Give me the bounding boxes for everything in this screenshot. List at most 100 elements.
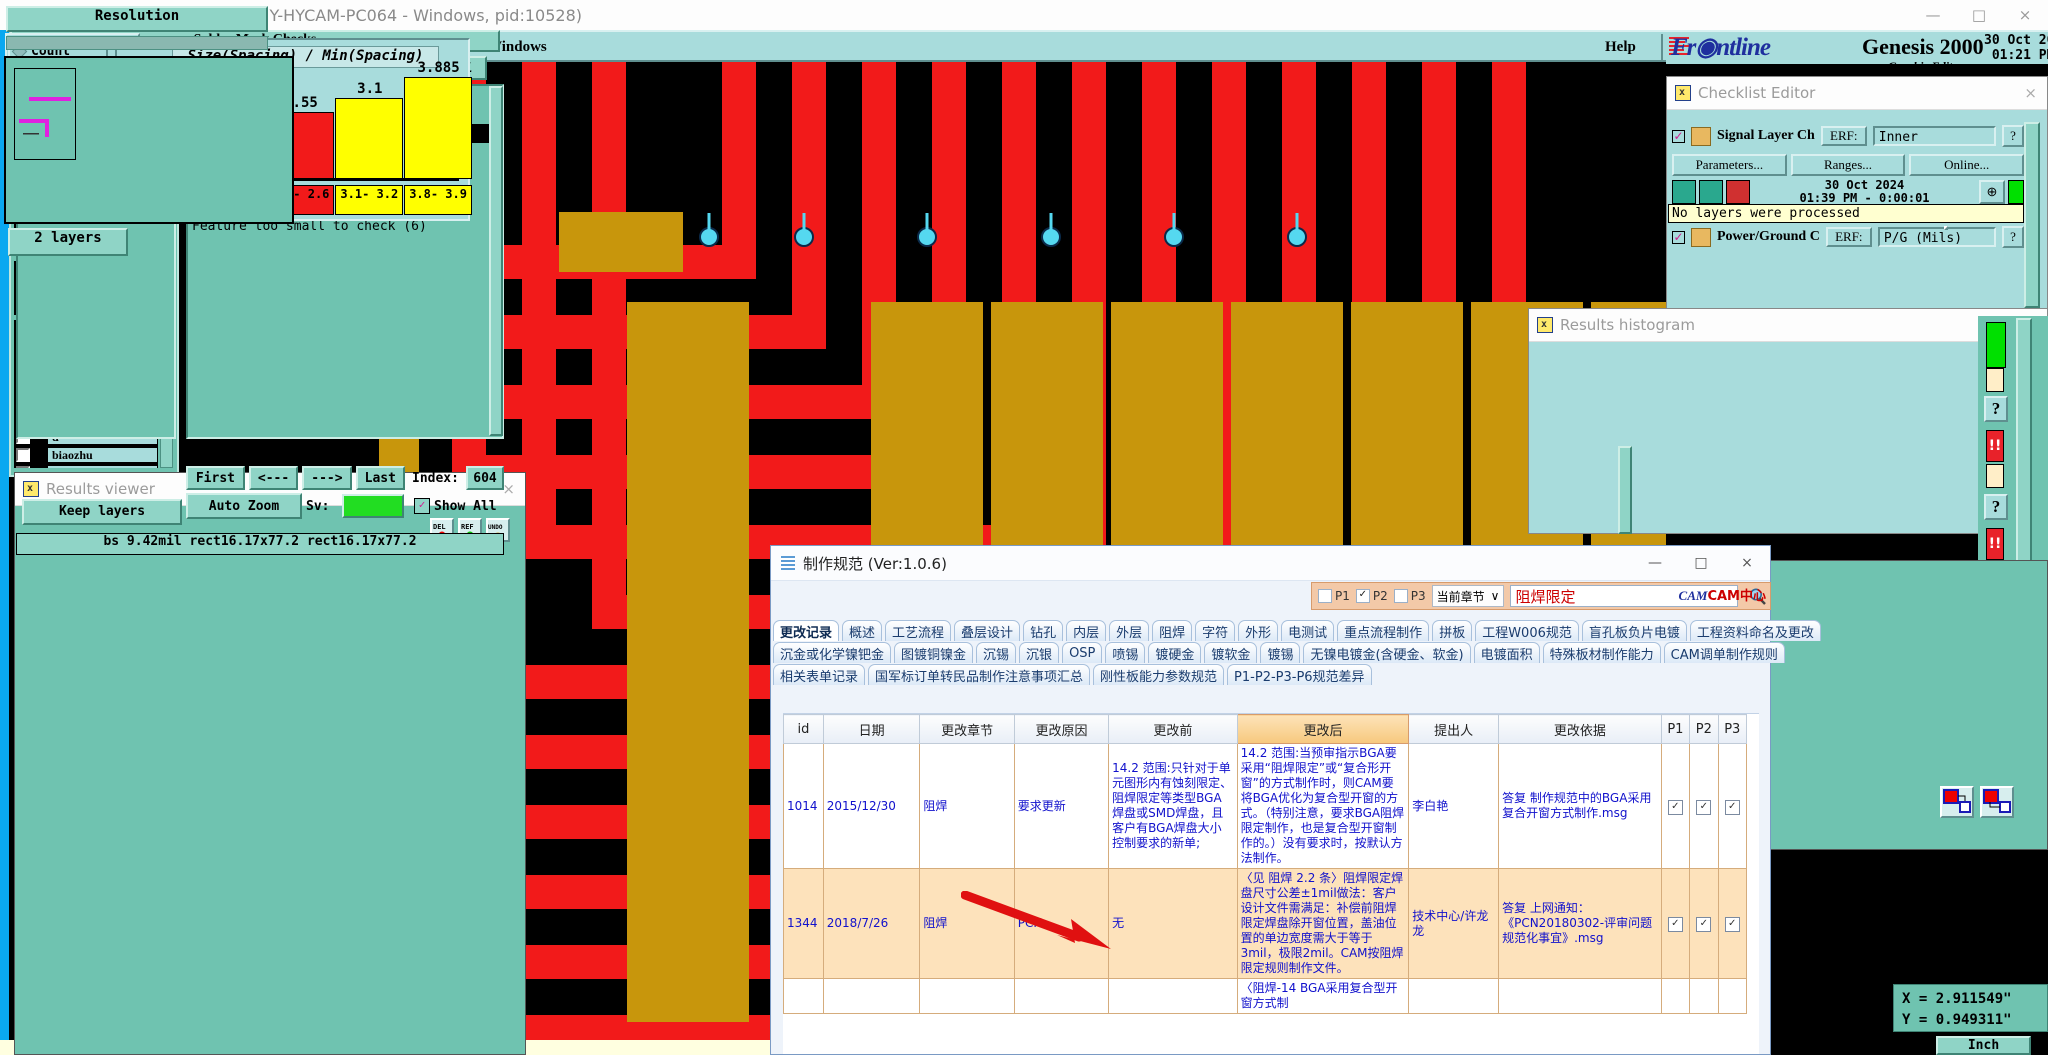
spec-tab[interactable]: 内层 bbox=[1066, 620, 1107, 641]
table-column-header[interactable]: P3 bbox=[1717, 714, 1748, 744]
checkmark-icon[interactable]: ✓ bbox=[1696, 917, 1712, 932]
spec-tab[interactable]: 特殊板材制作能力 bbox=[1542, 642, 1661, 663]
erf-value-1[interactable]: Inner bbox=[1872, 126, 1996, 146]
menu-windows[interactable]: Windows bbox=[487, 39, 547, 55]
table-column-header[interactable]: id bbox=[783, 714, 824, 744]
spec-maximize-button[interactable]: □ bbox=[1694, 555, 1708, 571]
spec-tab[interactable]: 阻焊 bbox=[1152, 620, 1193, 641]
layer-row-to.d[interactable]: to.d bbox=[14, 464, 158, 468]
table-column-header[interactable]: 日期 bbox=[822, 714, 921, 744]
menu-help[interactable]: Help bbox=[1605, 39, 1636, 55]
checklist-close-icon[interactable]: × bbox=[2024, 84, 2037, 102]
copy-to-icon-button[interactable] bbox=[1940, 786, 1974, 818]
help-icon-2[interactable]: ? bbox=[2002, 226, 2024, 248]
scope-dropdown[interactable]: 当前章节 ∨ bbox=[1431, 585, 1505, 607]
layer-row-biaozhu[interactable]: biaozhu bbox=[14, 446, 158, 464]
search-icon[interactable] bbox=[1744, 584, 1770, 608]
table-column-header[interactable]: 更改前 bbox=[1108, 714, 1238, 744]
copy-from-icon-button[interactable] bbox=[1980, 786, 2014, 818]
spec-tab[interactable]: 叠层设计 bbox=[954, 620, 1021, 641]
cell-p1[interactable]: ✓ bbox=[1660, 743, 1691, 869]
spec-tab[interactable]: P1-P2-P3-P6规范差异 bbox=[1227, 664, 1372, 685]
first-button[interactable]: First bbox=[186, 466, 245, 490]
cell-p3[interactable]: ✓ bbox=[1717, 868, 1748, 979]
histogram-field-scrollbar[interactable] bbox=[1618, 446, 1632, 534]
sv-color-swatch[interactable] bbox=[342, 494, 404, 518]
table-column-header[interactable]: 更改依据 bbox=[1498, 714, 1662, 744]
stop-icon[interactable] bbox=[1726, 180, 1750, 204]
spec-tab[interactable]: 沉锡 bbox=[976, 642, 1017, 663]
run-all-icon[interactable] bbox=[1672, 180, 1696, 204]
checkmark-icon[interactable]: ✓ bbox=[1696, 799, 1712, 815]
spec-tab[interactable]: 重点流程制作 bbox=[1337, 620, 1430, 641]
resolution-slider[interactable] bbox=[6, 36, 268, 50]
checklist-item-2-checkbox[interactable]: ✓ bbox=[1672, 229, 1685, 244]
spec-tab[interactable]: 拼板 bbox=[1432, 620, 1473, 641]
prev-button[interactable]: <--- bbox=[248, 466, 299, 490]
spec-tab[interactable]: 工艺流程 bbox=[885, 620, 952, 641]
checkmark-icon[interactable]: ✓ bbox=[1667, 917, 1683, 932]
warning-icon-2[interactable]: !! bbox=[1986, 528, 2004, 560]
table-row[interactable]: 〈阻焊-14 BGA采用复合型开窗方式制 bbox=[783, 978, 1748, 1014]
filter-p2[interactable]: ✓ P2 bbox=[1355, 589, 1388, 603]
spec-tab[interactable]: 更改记录 bbox=[773, 620, 840, 641]
spec-tab[interactable]: OSP bbox=[1062, 642, 1103, 663]
checklist-scrollbar[interactable] bbox=[2024, 122, 2040, 308]
cell-p3[interactable]: ✓ bbox=[1717, 743, 1748, 869]
spec-tab[interactable]: 工程W006规范 bbox=[1475, 620, 1579, 641]
search-input[interactable]: 阻焊限定 bbox=[1510, 585, 1738, 607]
table-column-header[interactable]: 更改章节 bbox=[919, 714, 1015, 744]
spec-tab[interactable]: 电测试 bbox=[1281, 620, 1335, 641]
index-value[interactable]: 604 bbox=[465, 466, 505, 490]
cell-p2[interactable] bbox=[1689, 978, 1719, 1014]
spec-tab[interactable]: 外形 bbox=[1238, 620, 1279, 641]
checklist-item-signal-layer[interactable]: ✓ Signal Layer Ch ERF: Inner ? bbox=[1672, 125, 2024, 147]
spec-tab[interactable]: 镀软金 bbox=[1204, 642, 1258, 663]
checkmark-icon[interactable]: ✓ bbox=[1724, 917, 1740, 932]
resolution-preview[interactable] bbox=[4, 56, 294, 224]
change-log-table[interactable]: id 日期 更改章节 更改原因 更改前 更改后 提出人 更改依据 P1 P2 P3 1014 2015… bbox=[783, 713, 1759, 1054]
table-column-header[interactable]: 更改后 bbox=[1236, 714, 1410, 744]
filter-p3[interactable]: P3 bbox=[1393, 589, 1426, 603]
filter-p3-checkbox[interactable] bbox=[1393, 589, 1408, 603]
spec-tab[interactable]: 沉金或化学镍钯金 bbox=[773, 642, 892, 663]
category-scrollbar[interactable] bbox=[489, 86, 503, 436]
ranges-button[interactable]: Ranges... bbox=[1790, 154, 1906, 176]
auto-zoom-dropdown[interactable]: Auto Zoom bbox=[186, 493, 302, 519]
online-button[interactable]: Online... bbox=[1909, 154, 2025, 176]
spec-tab[interactable]: 刚性板能力参数规范 bbox=[1093, 664, 1225, 685]
keep-layers-dropdown[interactable]: Keep layers bbox=[22, 499, 182, 525]
spec-tab[interactable]: 工程资料命名及更改 bbox=[1689, 620, 1821, 641]
spec-tab[interactable]: 钻孔 bbox=[1023, 620, 1064, 641]
help-icon-1[interactable]: ? bbox=[2002, 125, 2024, 147]
table-column-header[interactable]: 更改原因 bbox=[1013, 714, 1110, 744]
zoom-in-icon[interactable]: ⊕ bbox=[1979, 180, 2005, 204]
filter-p2-checkbox[interactable]: ✓ bbox=[1355, 589, 1370, 603]
spec-close-button[interactable]: × bbox=[1741, 555, 1753, 571]
cell-p2[interactable]: ✓ bbox=[1689, 743, 1719, 869]
spec-tab[interactable]: 电镀面积 bbox=[1473, 642, 1540, 663]
parameters-button[interactable]: Parameters... bbox=[1672, 154, 1787, 176]
results-viewer-close-icon[interactable]: × bbox=[502, 480, 515, 498]
help-icon-4[interactable]: ? bbox=[1984, 494, 2008, 520]
table-column-header[interactable]: P1 bbox=[1660, 714, 1691, 744]
show-all-checkbox[interactable]: ✓ bbox=[414, 498, 430, 514]
checkmark-icon[interactable]: ✓ bbox=[1724, 799, 1740, 815]
spec-tab[interactable]: 字符 bbox=[1195, 620, 1236, 641]
table-row[interactable]: 1344 2018/7/26 阻焊 PCN 无〈见 阻焊 2.2 条〉阻焊限定焊盘尺寸公… bbox=[783, 868, 1748, 979]
minimize-button[interactable]: — bbox=[1925, 6, 1941, 24]
checkmark-icon[interactable]: ✓ bbox=[1667, 799, 1683, 815]
cell-p2[interactable]: ✓ bbox=[1689, 868, 1719, 979]
checklist-item-power-ground[interactable]: ✓ Power/Ground C ERF: P/G (Mils) ? bbox=[1672, 226, 2024, 248]
spec-tab[interactable]: 图镀铜镍金 bbox=[894, 642, 974, 663]
spec-tab[interactable]: 国军标订单转民品制作注意事项汇总 bbox=[868, 664, 1091, 685]
spec-tab[interactable]: 相关表单记录 bbox=[773, 664, 866, 685]
next-button[interactable]: ---> bbox=[302, 466, 352, 490]
spec-tab[interactable]: CAM调单制作规则 bbox=[1663, 642, 1785, 663]
filter-p1[interactable]: P1 bbox=[1318, 589, 1350, 603]
run-changed-icon[interactable] bbox=[1699, 180, 1723, 204]
filter-p1-checkbox[interactable] bbox=[1318, 589, 1332, 603]
table-column-header[interactable]: 提出人 bbox=[1408, 714, 1500, 744]
help-icon-3[interactable]: ? bbox=[1984, 396, 2008, 422]
layer-checkbox-biaozhu[interactable] bbox=[16, 448, 30, 462]
